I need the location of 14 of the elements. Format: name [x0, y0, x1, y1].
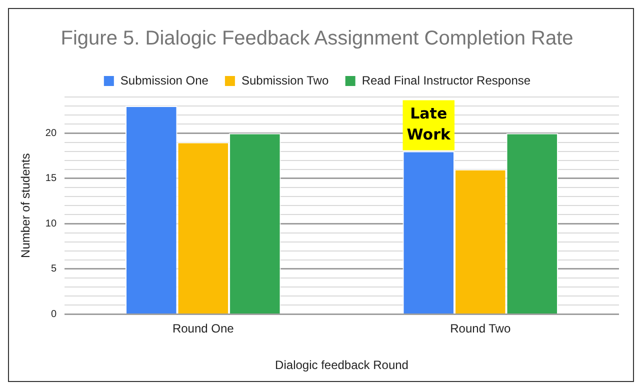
x-tick-label: Round One: [172, 322, 234, 336]
y-tick-label: 20: [45, 128, 57, 139]
chart-title: Figure 5. Dialogic Feedback Assignment Completion Rate: [60, 28, 574, 50]
y-axis-title: Number of students: [18, 153, 33, 258]
annotation: Late Work: [406, 104, 452, 144]
y-tick-label: 10: [45, 218, 57, 230]
legend-label: Read Final Instructor Response: [362, 73, 531, 88]
legend-label: Submission Two: [241, 73, 329, 88]
x-tick-label: Round Two: [450, 322, 511, 336]
y-tick-label: 15: [45, 173, 57, 184]
y-tick-label: 5: [50, 264, 57, 275]
legend-label: Submission One: [120, 73, 209, 88]
y-tick-label: 0: [50, 308, 57, 320]
x-axis-title: Dialogic feedback Round: [275, 358, 408, 372]
